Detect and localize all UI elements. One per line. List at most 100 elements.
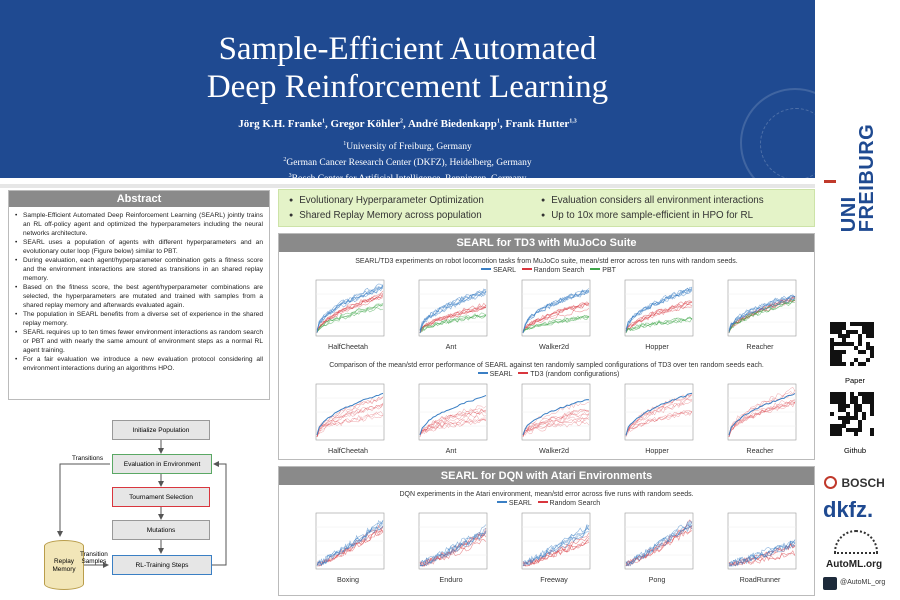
qr-module bbox=[846, 428, 850, 432]
qr-module bbox=[830, 412, 834, 416]
plot-label: Freeway bbox=[540, 575, 568, 584]
series-line bbox=[419, 407, 487, 435]
plot-area bbox=[727, 383, 797, 441]
qr-module bbox=[834, 428, 838, 432]
series-line bbox=[625, 398, 693, 435]
plot-label: RoadRunner bbox=[739, 575, 781, 584]
qr-module bbox=[854, 400, 858, 404]
init-population-box: Initialize Population bbox=[112, 420, 210, 440]
series-line bbox=[316, 283, 384, 333]
series-line bbox=[522, 307, 590, 332]
td3-caption-2: Comparison of the mean/std error perform… bbox=[329, 362, 764, 369]
qr-module bbox=[862, 416, 866, 420]
abstract-item: Sample-Efficient Automated Deep Reinforc… bbox=[15, 211, 263, 238]
qr-module bbox=[854, 346, 858, 350]
plot-label: HalfCheetah bbox=[328, 446, 368, 455]
qr-module bbox=[870, 408, 874, 412]
qr-module bbox=[838, 424, 842, 428]
qr-module bbox=[842, 362, 846, 366]
plot-area bbox=[521, 512, 591, 570]
twitter-icon[interactable] bbox=[823, 577, 837, 590]
qr-module bbox=[854, 428, 858, 432]
qr-module bbox=[834, 354, 838, 358]
paper-qr-code[interactable] bbox=[830, 322, 874, 366]
qr-module bbox=[842, 338, 846, 342]
series-line bbox=[728, 400, 796, 434]
qr-module bbox=[858, 408, 862, 412]
abstract-item: SEARL uses a population of agents with d… bbox=[15, 238, 263, 256]
series-line bbox=[728, 401, 796, 437]
series-line bbox=[522, 413, 590, 437]
td3-panel: SEARL for TD3 with MuJoCo Suite SEARL/TD… bbox=[278, 233, 815, 460]
plot-label: Walker2d bbox=[538, 446, 570, 455]
series-line bbox=[625, 301, 693, 333]
plot-hopper: Hopper bbox=[620, 278, 694, 351]
github-qr-code[interactable] bbox=[830, 392, 874, 436]
qr-module bbox=[838, 350, 842, 354]
series-line bbox=[316, 293, 384, 331]
plot-reacher: Reacher bbox=[723, 382, 797, 455]
plot-label: Boxing bbox=[337, 575, 359, 584]
series-line bbox=[522, 540, 590, 567]
plot-label: Hopper bbox=[645, 446, 669, 455]
logo-accent-bar bbox=[824, 180, 836, 183]
qr-module bbox=[862, 330, 866, 334]
qr-module bbox=[838, 404, 842, 408]
series-line bbox=[316, 403, 384, 434]
qr-module bbox=[842, 392, 846, 396]
dkfz-logo: dkfz. bbox=[823, 497, 874, 522]
qr-module bbox=[830, 346, 834, 350]
evaluation-box: Evaluation in Environment bbox=[112, 454, 212, 474]
plot-area bbox=[624, 279, 694, 337]
qr-module bbox=[862, 400, 866, 404]
series-line bbox=[625, 317, 693, 334]
qr-module bbox=[858, 404, 862, 408]
series-line bbox=[316, 287, 384, 330]
highlight-item: Shared Replay Memory across population bbox=[289, 210, 481, 221]
qr-module bbox=[838, 432, 842, 436]
series-line bbox=[316, 519, 384, 567]
series-line bbox=[625, 392, 693, 436]
qr-module bbox=[838, 354, 842, 358]
qr-module bbox=[846, 420, 850, 424]
qr-module bbox=[834, 330, 838, 334]
qr-module bbox=[870, 350, 874, 354]
series-line bbox=[419, 418, 487, 435]
series-line bbox=[419, 306, 487, 333]
plot-halfcheetah: HalfCheetah bbox=[311, 382, 385, 455]
series-line bbox=[316, 411, 384, 438]
qr-module bbox=[866, 392, 870, 396]
plot-area bbox=[315, 512, 385, 570]
qr-module bbox=[870, 396, 874, 400]
qr-module bbox=[834, 362, 838, 366]
series-line bbox=[316, 528, 384, 567]
plot-pong: Pong bbox=[620, 511, 694, 584]
poster-header: Sample-Efficient Automated Deep Reinforc… bbox=[0, 0, 850, 198]
uni-freiburg-logo: UNI FREIBURG bbox=[838, 123, 879, 233]
qr-module bbox=[866, 326, 870, 330]
bosch-icon bbox=[824, 476, 837, 490]
qr-module bbox=[838, 330, 842, 334]
series-line bbox=[728, 386, 796, 435]
series-line bbox=[625, 394, 693, 437]
series-line bbox=[316, 414, 384, 435]
series-line bbox=[522, 524, 590, 567]
series-line bbox=[728, 401, 796, 436]
series-line bbox=[419, 312, 487, 331]
series-line bbox=[419, 410, 487, 438]
twitter-handle[interactable]: @AutoML_org bbox=[840, 579, 886, 586]
automl-logo: AutoML.org bbox=[826, 559, 883, 570]
qr-module bbox=[866, 358, 870, 362]
qr-module bbox=[870, 392, 874, 396]
plot-label: Reacher bbox=[746, 342, 774, 351]
series-line bbox=[522, 532, 590, 567]
plot-area bbox=[418, 383, 488, 441]
qr-module bbox=[846, 330, 850, 334]
series-line bbox=[522, 409, 590, 434]
series-line bbox=[522, 302, 590, 331]
series-line bbox=[728, 294, 796, 332]
qr-module bbox=[834, 432, 838, 436]
plot-reacher: Reacher bbox=[723, 278, 797, 351]
qr-module bbox=[850, 342, 854, 346]
qr-module bbox=[834, 424, 838, 428]
